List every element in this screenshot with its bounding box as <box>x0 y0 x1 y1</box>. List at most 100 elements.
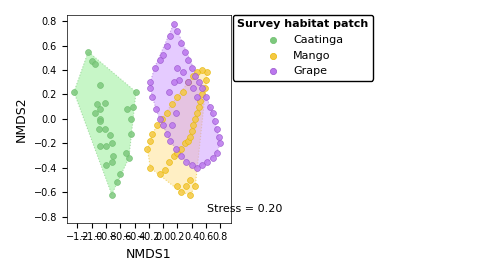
Point <box>96 117 104 121</box>
Point <box>132 90 140 94</box>
Point <box>95 126 103 131</box>
Point <box>180 49 188 54</box>
Point <box>127 131 135 136</box>
Point <box>198 92 206 97</box>
Point <box>188 163 196 168</box>
Point <box>189 123 197 127</box>
Point <box>209 111 217 115</box>
Point <box>209 156 217 160</box>
Point <box>172 111 180 115</box>
Legend: Caatinga, Mango, Grape: Caatinga, Mango, Grape <box>232 15 373 81</box>
Point <box>160 168 168 172</box>
Point <box>146 139 154 143</box>
Point <box>168 123 175 127</box>
Point <box>204 70 212 75</box>
X-axis label: NMDS1: NMDS1 <box>126 248 172 261</box>
Point <box>194 70 202 75</box>
Point <box>186 192 194 197</box>
Point <box>186 178 194 182</box>
Point <box>168 102 175 107</box>
Point <box>96 83 104 87</box>
Point <box>96 119 104 124</box>
Point <box>166 139 174 143</box>
Point <box>198 163 206 168</box>
Point <box>148 95 156 99</box>
Point <box>186 135 194 139</box>
Point <box>184 58 192 62</box>
Point <box>113 180 121 185</box>
Point <box>194 95 202 99</box>
Point <box>100 126 108 131</box>
Point <box>96 144 104 148</box>
Point <box>150 65 158 70</box>
Point <box>146 86 154 91</box>
Point <box>148 131 156 136</box>
Point <box>84 49 92 54</box>
Point <box>177 153 185 158</box>
Point <box>170 80 178 84</box>
Point <box>195 104 203 109</box>
Point <box>180 141 188 145</box>
Point <box>70 90 78 94</box>
Point <box>162 111 170 115</box>
Point <box>124 107 132 111</box>
Point <box>108 192 116 197</box>
Point <box>92 111 100 115</box>
Point <box>200 86 208 91</box>
Point <box>194 166 202 170</box>
Point <box>159 53 167 57</box>
Point <box>177 190 185 194</box>
Point <box>170 21 178 26</box>
Point <box>158 117 166 121</box>
Point <box>189 86 197 91</box>
Point <box>174 95 182 99</box>
Point <box>170 153 178 158</box>
Point <box>174 29 182 33</box>
Point <box>156 58 164 62</box>
Point <box>192 117 200 121</box>
Point <box>188 129 196 133</box>
Point <box>152 107 160 111</box>
Point <box>198 86 206 91</box>
Point <box>202 78 210 82</box>
Point <box>215 135 223 139</box>
Point <box>159 123 167 127</box>
Point <box>102 144 110 148</box>
Point <box>174 151 182 155</box>
Point <box>122 151 130 155</box>
Point <box>154 123 162 127</box>
Point <box>146 80 154 84</box>
Point <box>127 117 135 121</box>
Point <box>188 65 196 70</box>
Point <box>88 59 96 64</box>
Point <box>92 62 100 66</box>
Point <box>206 104 214 109</box>
Point <box>182 184 190 188</box>
Point <box>177 147 185 152</box>
Point <box>204 160 212 164</box>
Point <box>165 160 173 164</box>
Point <box>162 131 170 136</box>
Point <box>192 184 200 188</box>
Point <box>216 141 224 145</box>
Point <box>102 163 110 168</box>
Point <box>108 141 116 145</box>
Point <box>106 132 114 137</box>
Point <box>129 104 137 109</box>
Point <box>184 80 192 84</box>
Point <box>192 74 200 78</box>
Point <box>202 95 210 99</box>
Point <box>175 78 183 82</box>
Point <box>144 147 152 152</box>
Point <box>165 90 173 94</box>
Point <box>189 74 197 78</box>
Point <box>198 68 206 72</box>
Point <box>179 70 187 75</box>
Point <box>212 126 220 131</box>
Point <box>174 65 182 70</box>
Point <box>125 156 133 160</box>
Point <box>179 90 187 94</box>
Point <box>156 117 164 121</box>
Point <box>194 111 202 115</box>
Polygon shape <box>74 52 136 195</box>
